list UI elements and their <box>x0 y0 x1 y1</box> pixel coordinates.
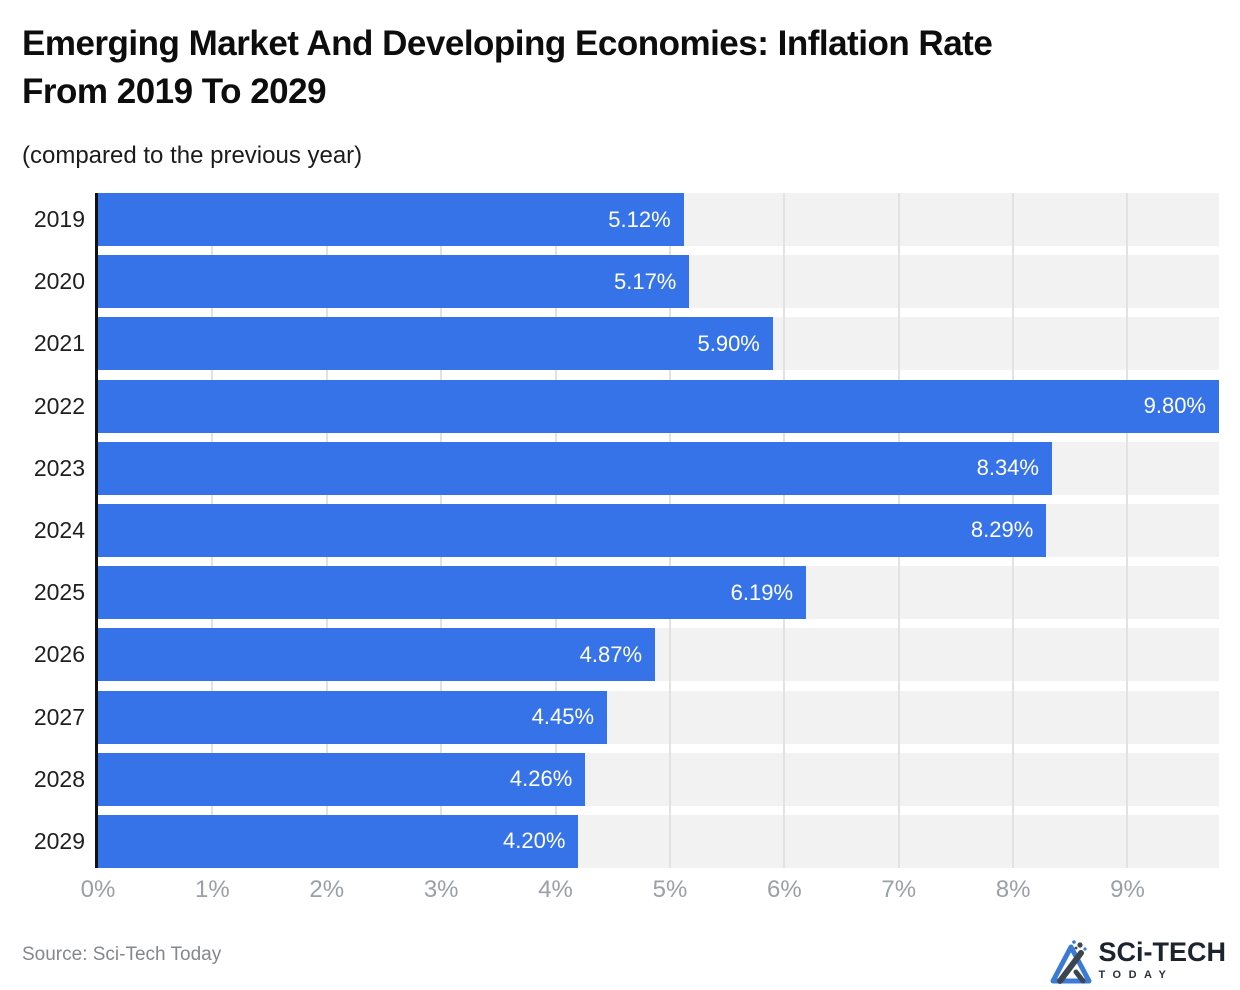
year-label: 2028 <box>33 765 85 792</box>
bar-row: 2026 4.87% <box>34 628 1219 682</box>
bar-row: 2025 6.19% <box>34 566 1219 620</box>
bar-row: 2022 9.80% <box>34 379 1219 433</box>
bar: 6.19% <box>98 566 807 620</box>
x-tick-label: 4% <box>538 876 573 903</box>
x-tick-label: 9% <box>1110 876 1145 903</box>
year-label: 2023 <box>33 454 85 481</box>
value-label: 4.45% <box>531 704 595 729</box>
year-label: 2025 <box>33 579 85 606</box>
scitech-logo-icon <box>1047 936 1095 984</box>
x-tick-label: 3% <box>423 876 459 903</box>
scitech-logo: SCi-TECH TODAY <box>1047 936 1227 984</box>
x-tick-label: 6% <box>766 876 802 903</box>
bar-row: 2019 5.12% <box>34 193 1219 246</box>
scitech-logo-name: SCi-TECH <box>1098 937 1227 967</box>
x-tick-label: 0% <box>80 876 116 903</box>
bar: 4.45% <box>98 690 608 744</box>
bar-row: 2029 4.20% <box>34 814 1219 868</box>
year-label: 2019 <box>33 206 85 232</box>
x-tick-label: 2% <box>309 876 345 903</box>
source-note: Source: Sci-Tech Today <box>22 944 222 965</box>
value-label: 5.90% <box>697 330 760 356</box>
x-tick-label: 1% <box>195 876 230 903</box>
year-label: 2024 <box>33 516 85 543</box>
bar: 8.29% <box>98 503 1047 557</box>
value-label: 8.34% <box>976 455 1039 481</box>
bar: 5.17% <box>98 255 690 309</box>
value-label: 5.12% <box>608 206 671 232</box>
value-label: 4.20% <box>503 828 566 854</box>
value-label: 9.80% <box>1143 393 1206 419</box>
bar: 4.20% <box>98 814 579 868</box>
bar: 5.90% <box>98 317 773 371</box>
plot-area: 2019 5.12% 2020 5.17% 2021 5.90% 2022 9.80% 2023… <box>34 193 1219 903</box>
year-label: 2020 <box>33 268 85 295</box>
year-label: 2026 <box>33 641 85 668</box>
bar: 5.12% <box>98 193 684 246</box>
value-label: 5.17% <box>613 268 677 294</box>
value-label: 4.26% <box>509 766 573 792</box>
x-axis-ticks: 0% 1% 2% 3% 4% 5% 6% 7% 8% 9% <box>81 876 1219 910</box>
chart-subtitle: (compared to the previous year) <box>22 142 363 169</box>
bar-rows: 2019 5.12% 2020 5.17% 2021 5.90% 2022 9.80% 2023… <box>34 193 1219 868</box>
bar-row: 2021 5.90% <box>34 317 1219 371</box>
bar: 4.26% <box>98 752 586 806</box>
year-label: 2027 <box>33 703 85 730</box>
bar-row: 2028 4.26% <box>34 752 1219 806</box>
bar: 8.34% <box>98 441 1052 495</box>
bar-row: 2024 8.29% <box>34 503 1219 557</box>
bar: 9.80% <box>98 379 1219 433</box>
year-label: 2029 <box>33 827 85 854</box>
bar-row: 2020 5.17% <box>34 255 1219 309</box>
x-tick-label: 8% <box>995 876 1031 903</box>
value-label: 6.19% <box>730 579 794 605</box>
scitech-logo-text: SCi-TECH TODAY <box>1098 937 1227 982</box>
bar-row: 2027 4.45% <box>34 690 1219 744</box>
bar-row: 2023 8.34% <box>34 441 1219 495</box>
x-tick-label: 5% <box>652 876 688 903</box>
chart-title: Emerging Market And Developing Economies… <box>22 24 993 111</box>
bar-chart: 2019 5.12% 2020 5.17% 2021 5.90% 2022 9.80% 2023… <box>0 193 1240 923</box>
year-label: 2021 <box>33 330 85 357</box>
year-label: 2022 <box>33 392 85 419</box>
value-label: 4.87% <box>579 641 643 667</box>
bar: 4.87% <box>98 628 656 682</box>
scitech-logo-tagline: TODAY <box>1098 969 1174 981</box>
value-label: 8.29% <box>970 517 1034 543</box>
x-tick-label: 7% <box>881 876 917 903</box>
